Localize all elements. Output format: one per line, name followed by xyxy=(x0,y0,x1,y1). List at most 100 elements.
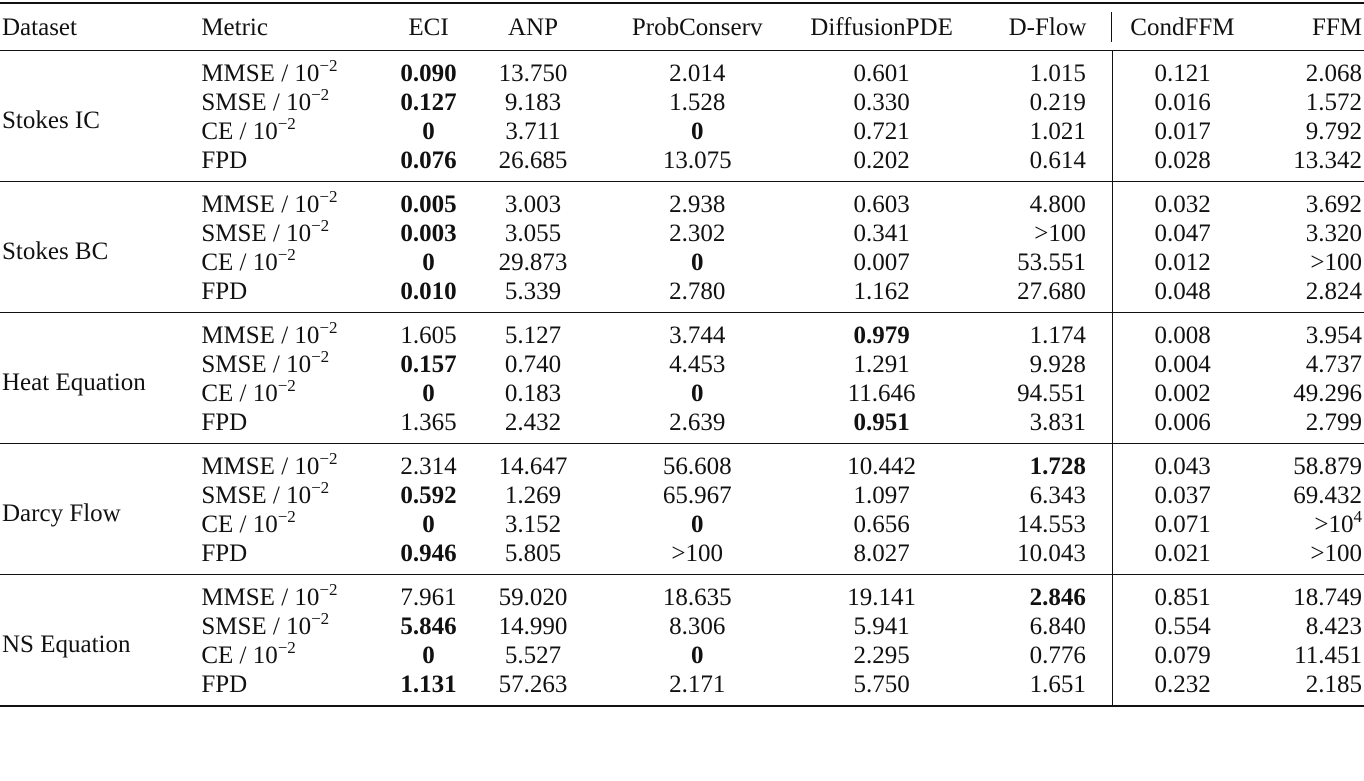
cell-ffm: 58.879 xyxy=(1293,453,1362,480)
metric-exponent: −2 xyxy=(311,609,330,628)
table-row: FPD 0.946 5.805 >100 8.027 10.043 0.021 >100 xyxy=(0,539,1364,575)
cell-ffm: 4.737 xyxy=(1305,351,1362,378)
best-value: 2.846 xyxy=(1029,584,1086,611)
metric-name: CE / 10 xyxy=(201,118,278,145)
cell-eci: 0.010 xyxy=(389,277,469,313)
cell-eci: 0.090 xyxy=(389,51,469,89)
best-value: 0 xyxy=(422,511,435,538)
cell-diffusionpde: 2.295 xyxy=(853,642,910,669)
best-value: 1.728 xyxy=(1029,453,1086,480)
cell-eci: 0 xyxy=(389,379,469,408)
cell-diffusionpde: 0.601 xyxy=(853,60,910,87)
cell-condffm: 0.012 xyxy=(1154,249,1211,276)
cell-eci: 5.846 xyxy=(389,612,469,641)
cell-ffm: 2.068 xyxy=(1305,60,1362,87)
metric-name: FPD xyxy=(201,409,248,436)
cell-diffusionpde: 1.162 xyxy=(853,278,910,305)
cell-eci: 1.605 xyxy=(400,322,457,349)
cell-dflow: >100 xyxy=(966,219,1113,248)
cell-diffusionpde: 19.141 xyxy=(847,584,916,611)
table-row: FPD 0.076 26.685 13.075 0.202 0.614 0.028 13.34… xyxy=(0,146,1364,182)
best-value: 1.131 xyxy=(400,671,457,698)
cell-eci: 2.314 xyxy=(400,453,457,480)
table-body: Stokes IC MMSE / 10−2 0.090 13.750 2.014 0.60… xyxy=(0,50,1364,706)
best-value: 0 xyxy=(690,249,704,276)
cell-anp: 0.740 xyxy=(504,351,562,378)
cell-condffm: 0.017 xyxy=(1154,118,1211,145)
cell-diffusionpde: 8.027 xyxy=(853,540,910,567)
cell-dflow: 1.021 xyxy=(966,117,1113,146)
cell-ffm: 18.749 xyxy=(1293,584,1362,611)
metric-label: SMSE / 10−2 xyxy=(201,347,388,379)
metric-label: CE / 10−2 xyxy=(201,639,388,670)
cell-diffusionpde: 10.442 xyxy=(847,453,916,480)
cell-condffm: 0.121 xyxy=(1154,60,1211,87)
best-value: 0.127 xyxy=(400,89,457,116)
cell-anp: 2.432 xyxy=(504,409,562,436)
metric-name: MMSE / 10 xyxy=(201,60,320,87)
cell-condffm: 0.037 xyxy=(1154,482,1211,509)
metric-exponent: −2 xyxy=(277,245,296,264)
cell-dflow: 94.551 xyxy=(966,379,1113,408)
best-value: 0.979 xyxy=(853,322,910,349)
cell-probconserv: 4.453 xyxy=(669,351,726,378)
cell-probconserv: 56.608 xyxy=(662,453,732,480)
metric-exponent: −2 xyxy=(319,56,338,75)
metric-exponent: −2 xyxy=(277,114,296,133)
cell-condffm: 0.028 xyxy=(1154,147,1211,174)
metric-exponent: −2 xyxy=(311,478,330,497)
metric-name: SMSE / 10 xyxy=(201,351,312,378)
cell-condffm: 0.002 xyxy=(1154,380,1211,407)
metric-name: FPD xyxy=(201,540,248,567)
cell-anp: 26.685 xyxy=(498,147,568,174)
cell-ffm: 1.572 xyxy=(1305,89,1362,116)
metric-exponent: −2 xyxy=(277,507,296,526)
best-value: 0 xyxy=(422,380,435,407)
cell-diffusionpde: 1.097 xyxy=(853,482,910,509)
cell-eci: 0.592 xyxy=(389,481,469,510)
cell-anp: 1.269 xyxy=(504,482,562,509)
best-value: 0.076 xyxy=(400,147,457,174)
metric-name: FPD xyxy=(201,671,248,698)
cell-diffusionpde: 0.603 xyxy=(853,191,910,218)
cell-diffusionpde: 5.750 xyxy=(853,671,910,698)
cell-ffm: 3.954 xyxy=(1305,322,1362,349)
cell-probconserv: 0 xyxy=(598,379,797,408)
cell-diffusionpde: 5.941 xyxy=(853,613,910,640)
cell-diffusionpde: 0.979 xyxy=(797,313,967,351)
col-header-dflow: D-Flow xyxy=(966,3,1113,51)
metric-exponent: −2 xyxy=(319,318,338,337)
cell-diffusionpde: 0.330 xyxy=(853,89,910,116)
table-row: CE / 10−2 0 29.873 0 0.007 53.551 0.012 >100 xyxy=(0,245,1364,277)
cell-diffusionpde: 0.007 xyxy=(853,249,910,276)
cell-anp: 3.055 xyxy=(504,220,562,247)
cell-condffm: 0.851 xyxy=(1154,584,1211,611)
table-row: Heat Equation MMSE / 10−2 1.605 5.127 3.744 0… xyxy=(0,312,1364,396)
cell-ffm: >100 xyxy=(1310,249,1362,276)
cell-condffm: 0.043 xyxy=(1154,453,1211,480)
metric-name: MMSE / 10 xyxy=(201,453,320,480)
dataset-label: Heat Equation xyxy=(2,368,146,396)
cell-ffm: 49.296 xyxy=(1293,380,1362,407)
metric-label: FPD xyxy=(201,408,388,444)
cell-dflow: 10.043 xyxy=(966,539,1113,575)
cell-eci: 0.005 xyxy=(389,182,469,220)
metric-exponent: −2 xyxy=(311,347,330,366)
metric-label: CE / 10−2 xyxy=(201,245,388,277)
cell-diffusionpde: 0.951 xyxy=(797,408,967,444)
cell-anp: 59.020 xyxy=(498,584,568,611)
col-header-dataset: Dataset xyxy=(2,13,77,41)
metric-exponent: −2 xyxy=(319,187,338,206)
cell-dflow: 9.928 xyxy=(966,350,1113,379)
cell-diffusionpde: 0.341 xyxy=(853,220,910,247)
metric-name: CE / 10 xyxy=(201,249,278,276)
best-value: 5.846 xyxy=(400,613,457,640)
cell-dflow: 14.553 xyxy=(966,510,1113,539)
table-row: CE / 10−2 0 5.527 0 2.295 0.776 0.079 11.451 xyxy=(0,639,1364,670)
dataset-label: Stokes IC xyxy=(2,106,100,134)
metric-name: CE / 10 xyxy=(201,511,278,538)
cell-condffm: 0.071 xyxy=(1154,511,1211,538)
table-row: Darcy Flow MMSE / 10−2 2.314 14.647 56.608 10… xyxy=(0,443,1364,527)
cell-condffm: 0.048 xyxy=(1154,278,1211,305)
table-row: CE / 10−2 0 3.152 0 0.656 14.553 0.071 >104 xyxy=(0,507,1364,539)
